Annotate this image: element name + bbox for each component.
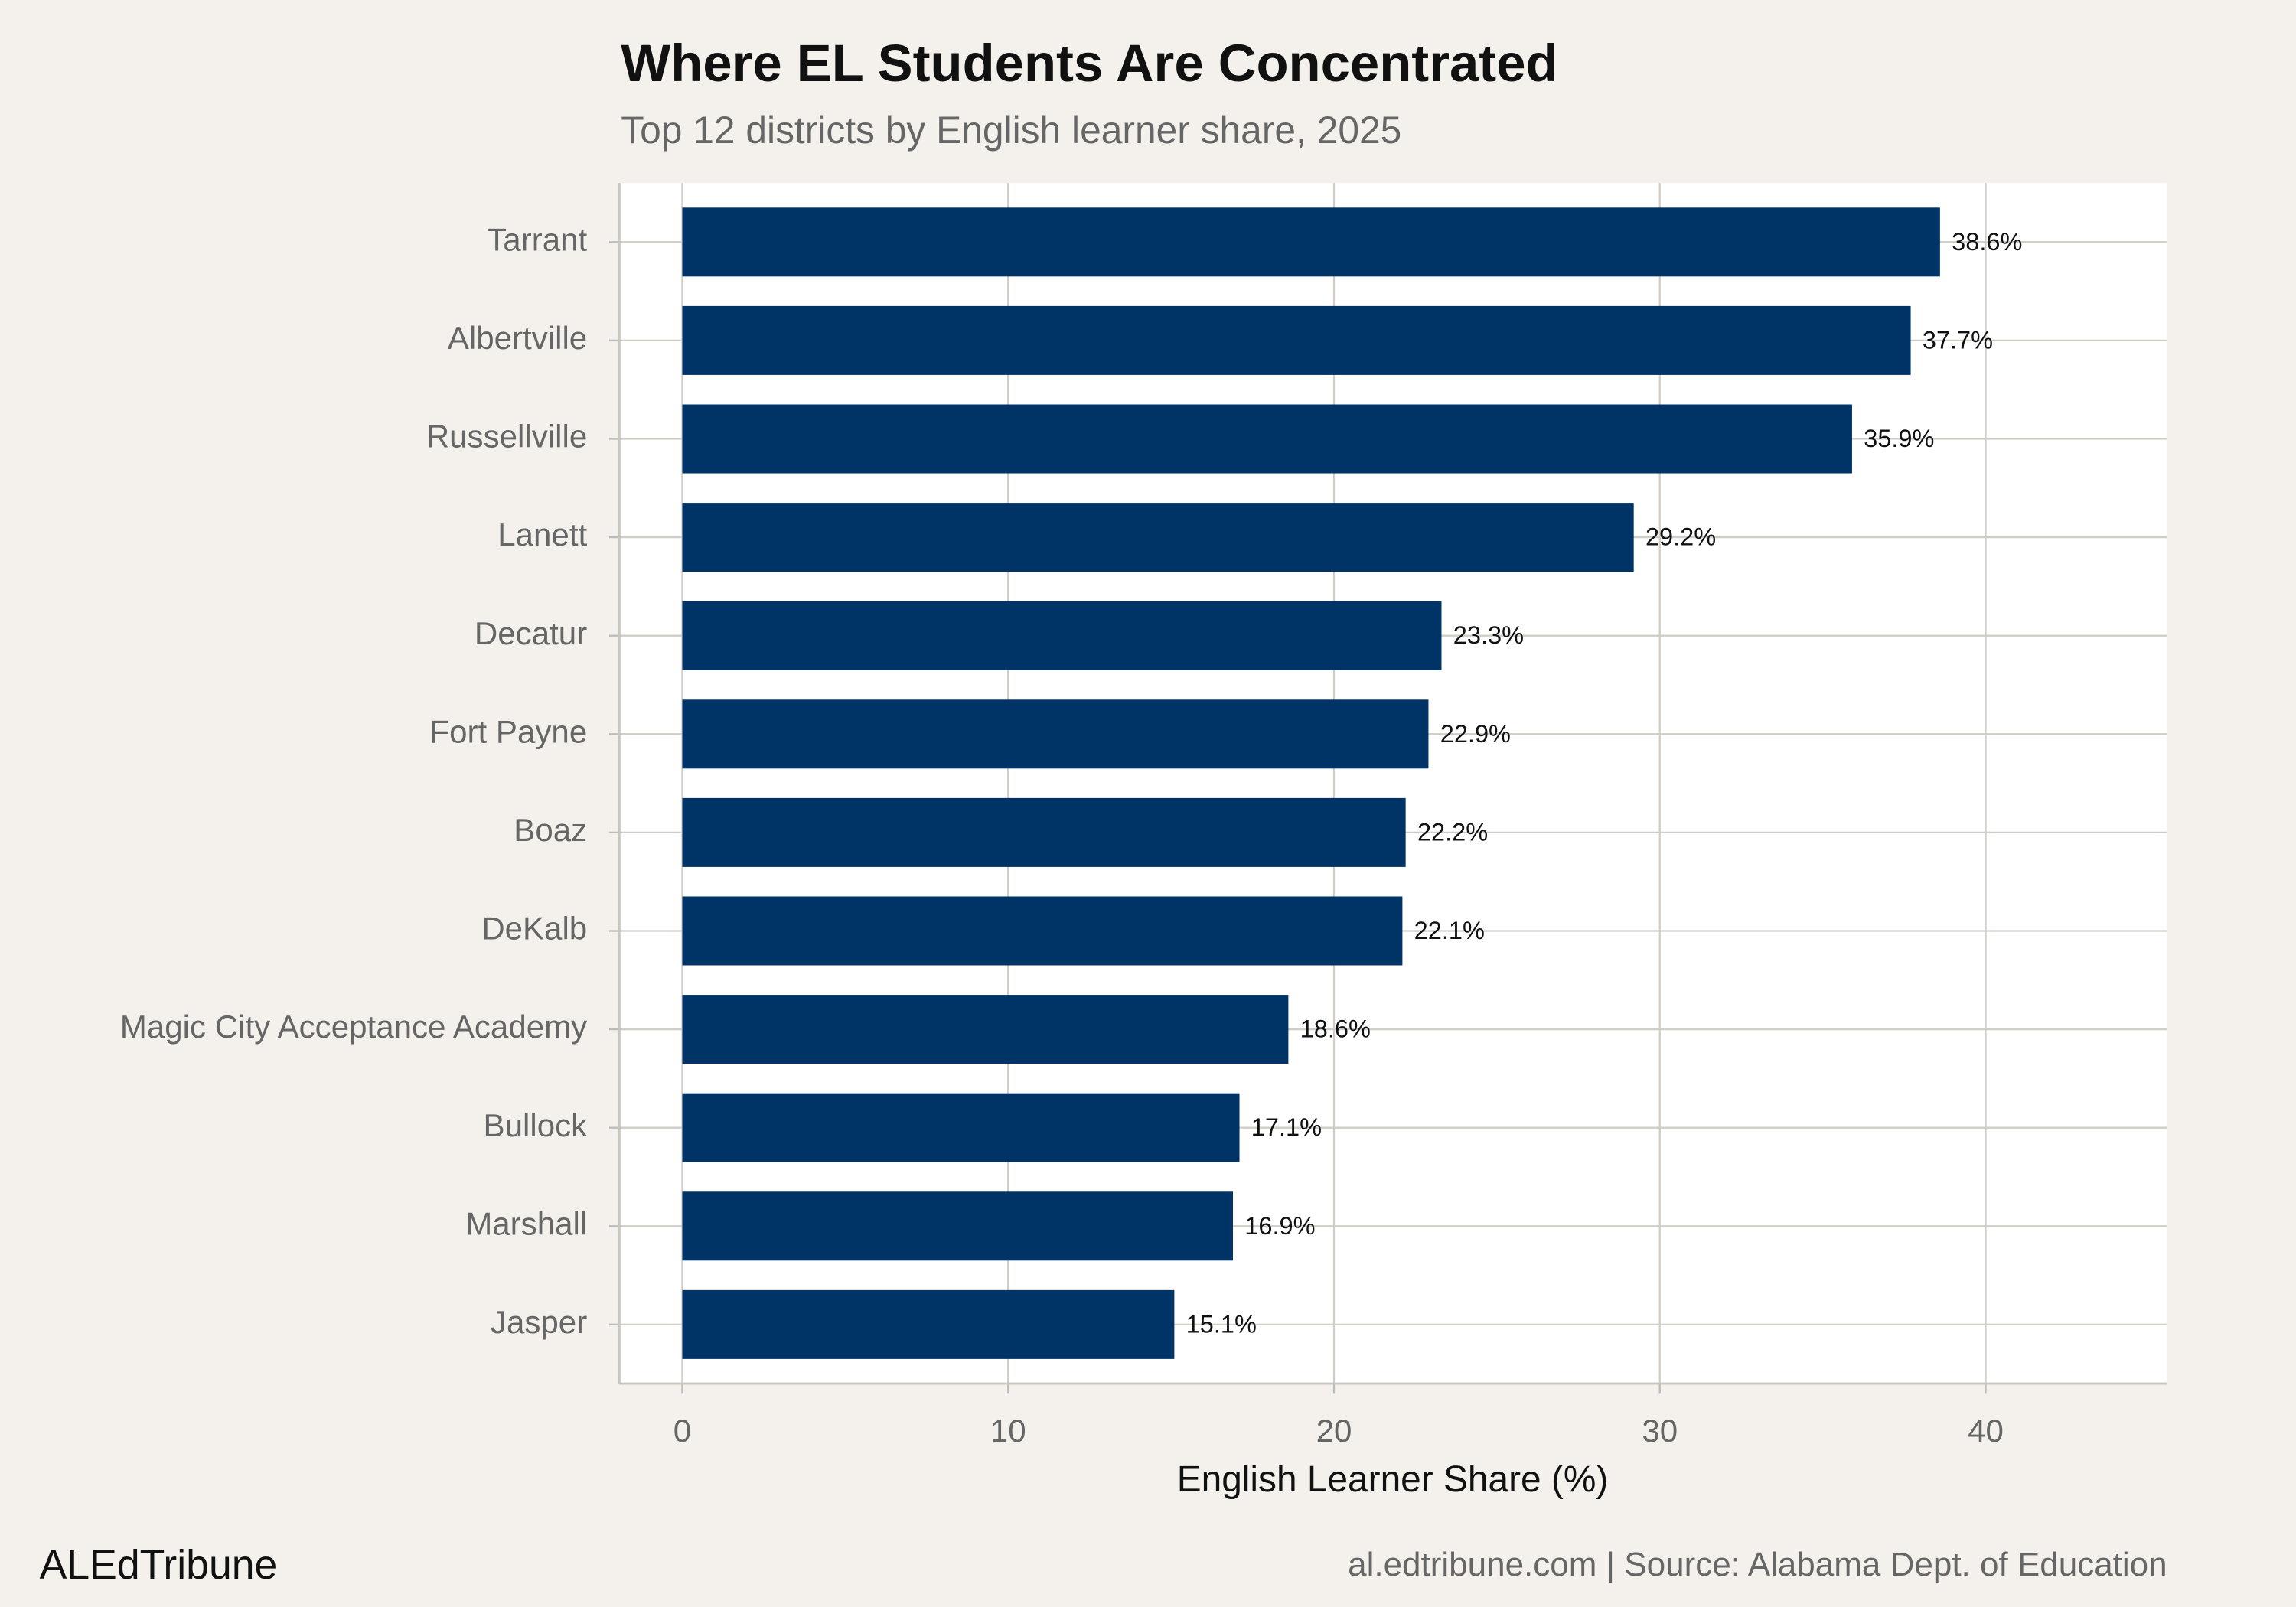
- bar: [682, 797, 1406, 867]
- x-tick-label: 10: [990, 1413, 1026, 1449]
- bar: [682, 995, 1289, 1064]
- value-label: 17.1%: [1251, 1113, 1322, 1141]
- x-tick-label: 0: [673, 1413, 691, 1449]
- y-tick-label: DeKalb: [481, 911, 587, 947]
- value-label: 18.6%: [1300, 1015, 1371, 1043]
- x-tick-label: 40: [1968, 1413, 2004, 1449]
- value-label: 37.7%: [1923, 326, 1993, 354]
- x-axis-label: English Learner Share (%): [1177, 1459, 1609, 1500]
- x-tick-label: 20: [1316, 1413, 1352, 1449]
- value-label: 29.2%: [1645, 523, 1716, 551]
- bar: [682, 896, 1403, 966]
- y-tick-label: Decatur: [475, 615, 587, 651]
- y-tick-label: Tarrant: [487, 221, 587, 257]
- bar: [682, 1191, 1234, 1261]
- value-label: 22.2%: [1417, 818, 1488, 846]
- brand: ALEdTribune: [40, 1543, 278, 1588]
- bar: [682, 305, 1911, 375]
- chart-subtitle: Top 12 districts by English learner shar…: [621, 109, 1401, 152]
- bar: [682, 404, 1852, 474]
- chart-title: Where EL Students Are Concentrated: [621, 34, 1557, 93]
- source: al.edtribune.com | Source: Alabama Dept.…: [1348, 1546, 2167, 1583]
- bar: [682, 503, 1634, 572]
- value-label: 22.9%: [1440, 720, 1511, 748]
- x-tick-label: 30: [1642, 1413, 1678, 1449]
- y-tick-label: Russellville: [426, 419, 587, 455]
- bar: [682, 1289, 1175, 1359]
- y-tick-label: Lanett: [497, 517, 587, 553]
- value-label: 38.6%: [1952, 228, 2022, 256]
- bar: [682, 699, 1429, 769]
- y-tick-label: Albertville: [448, 320, 587, 356]
- value-label: 22.1%: [1414, 917, 1485, 944]
- value-label: 23.3%: [1453, 621, 1524, 649]
- value-label: 15.1%: [1186, 1310, 1257, 1338]
- value-label: 16.9%: [1244, 1212, 1315, 1240]
- bar: [682, 601, 1442, 670]
- y-tick-label: Marshall: [465, 1205, 587, 1241]
- y-tick-label: Bullock: [484, 1107, 589, 1143]
- bar: [682, 207, 1940, 277]
- y-tick-label: Fort Payne: [429, 713, 587, 749]
- value-label: 35.9%: [1864, 425, 1934, 452]
- bar: [682, 1093, 1240, 1162]
- plot-panel: [619, 183, 2167, 1384]
- y-tick-label: Magic City Acceptance Academy: [120, 1009, 587, 1045]
- y-tick-label: Jasper: [491, 1304, 587, 1340]
- y-tick-label: Boaz: [514, 812, 587, 848]
